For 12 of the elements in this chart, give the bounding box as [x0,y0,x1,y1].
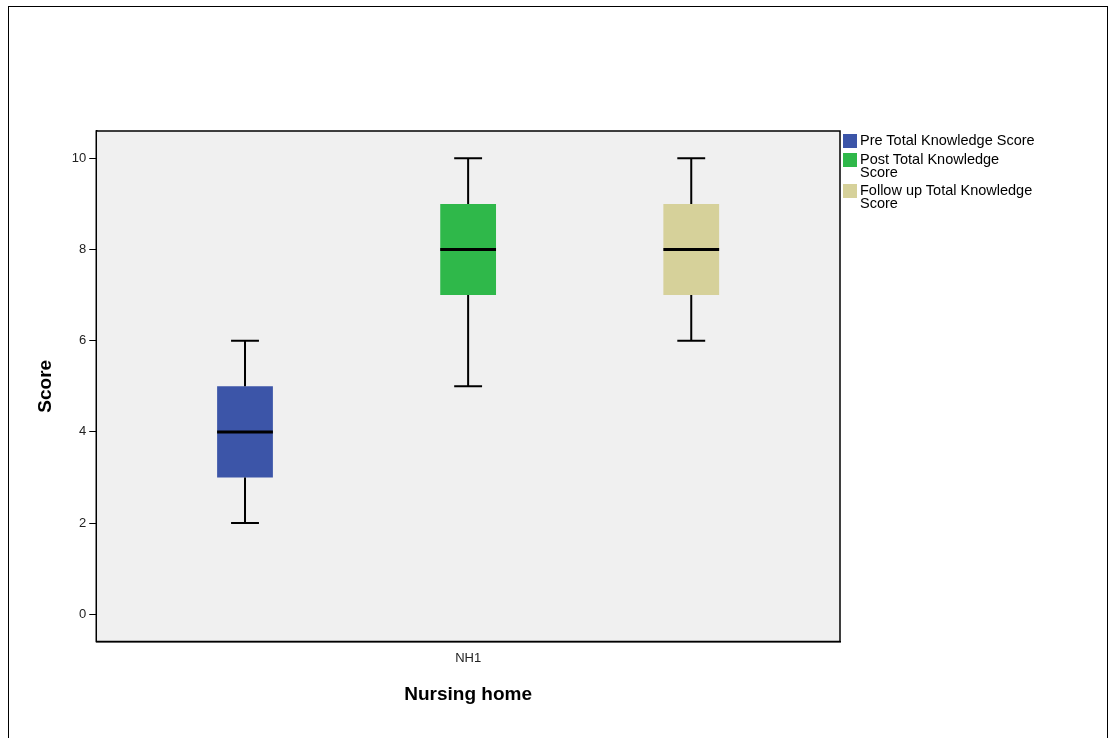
y-tick-label: 2 [79,514,87,530]
y-tick-label: 10 [71,149,87,165]
y-tick-label: 6 [79,332,87,348]
y-tick-label: 4 [79,423,87,439]
legend-label: Follow up Total Knowledge Score [860,182,1034,211]
y-tick-label: 0 [79,605,87,621]
y-tick-label: 8 [79,241,87,257]
x-axis-title: Nursing home [404,682,532,704]
y-axis-title: Score [33,359,55,413]
x-tick-label: NH1 [455,649,482,665]
legend-label: Post Total Knowledge Score [860,151,1001,180]
legend-label: Pre Total Knowledge Score [860,132,1036,148]
